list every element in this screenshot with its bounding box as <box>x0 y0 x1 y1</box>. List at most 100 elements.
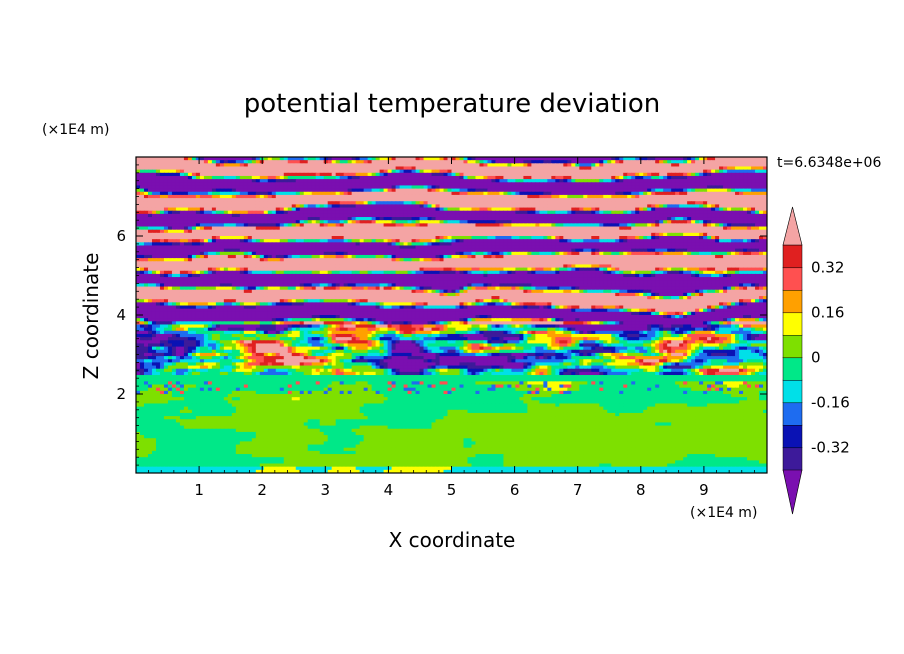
heatmap-cell <box>311 175 317 180</box>
heatmap-cell <box>695 172 700 177</box>
heatmap-cell <box>739 160 744 164</box>
heatmap-cell <box>239 169 245 174</box>
heatmap-cell <box>679 157 684 161</box>
heatmap-cell <box>403 169 409 174</box>
heatmap-cell <box>315 172 321 177</box>
heatmap-cell <box>475 157 481 161</box>
heatmap-cell <box>487 172 493 177</box>
heatmap-cell <box>359 169 365 174</box>
heatmap-cell <box>603 157 608 161</box>
heatmap-cell <box>271 169 277 174</box>
heatmap-cell <box>711 160 716 164</box>
heatmap-cell <box>723 163 728 168</box>
heatmap-cell <box>275 157 281 161</box>
heatmap-cell <box>263 172 269 177</box>
heatmap-cell <box>587 175 592 180</box>
heatmap-cell <box>527 160 532 164</box>
heatmap-cell <box>423 163 429 168</box>
heatmap-cell <box>507 175 512 180</box>
heatmap-cell <box>267 160 273 164</box>
heatmap-cell <box>579 169 584 174</box>
heatmap-cell <box>711 166 716 171</box>
heatmap-cell <box>631 166 636 171</box>
heatmap-cell <box>179 157 185 161</box>
heatmap-cell <box>359 163 365 168</box>
heatmap-cell <box>499 169 505 174</box>
heatmap-cell <box>363 166 369 171</box>
heatmap-cell <box>303 163 309 168</box>
heatmap-cell <box>763 157 767 161</box>
heatmap-cell <box>351 163 357 168</box>
heatmap-cell <box>455 157 461 161</box>
heatmap-cell <box>563 157 568 161</box>
heatmap-cell <box>195 160 201 164</box>
heatmap-cell <box>627 166 632 171</box>
heatmap-cell <box>631 160 636 164</box>
heatmap-cell <box>751 160 756 164</box>
heatmap-cell <box>591 166 596 171</box>
heatmap-cell <box>651 172 656 177</box>
heatmap-cell <box>307 172 313 177</box>
heatmap-cell <box>223 166 229 171</box>
heatmap-cell <box>243 169 249 174</box>
heatmap-cell <box>187 163 193 168</box>
heatmap-cell <box>411 163 417 168</box>
heatmap-cell <box>623 157 628 161</box>
heatmap-cell <box>751 166 756 171</box>
heatmap-cell <box>679 172 684 177</box>
heatmap-cell <box>731 157 736 161</box>
heatmap-cell <box>751 169 756 174</box>
heatmap-cell <box>587 166 592 171</box>
heatmap-cell <box>155 169 161 174</box>
heatmap-cell <box>195 157 201 161</box>
heatmap-cell <box>275 166 281 171</box>
heatmap-cell <box>243 163 249 168</box>
heatmap-cell <box>543 166 548 171</box>
heatmap-cell <box>419 166 425 171</box>
heatmap-cell <box>515 166 520 171</box>
heatmap-cell <box>567 175 572 180</box>
heatmap-cell <box>387 163 393 168</box>
heatmap-cell <box>583 157 588 161</box>
heatmap-cell <box>379 166 385 171</box>
heatmap-cell <box>295 169 301 174</box>
heatmap-cell <box>723 166 728 171</box>
heatmap-cell <box>239 175 245 180</box>
heatmap-cell <box>387 160 393 164</box>
heatmap-cell <box>419 175 425 180</box>
heatmap-cell <box>427 157 433 161</box>
heatmap-cell <box>171 157 177 161</box>
heatmap-cell <box>655 169 660 174</box>
heatmap-cell <box>315 160 321 164</box>
heatmap-cell <box>459 163 465 168</box>
heatmap-cell <box>759 160 764 164</box>
heatmap-cell <box>199 169 205 174</box>
heatmap-cell <box>403 160 409 164</box>
heatmap-cell <box>751 157 756 161</box>
heatmap-cell <box>479 160 485 164</box>
heatmap-cell <box>495 163 501 168</box>
heatmap-cell <box>136 172 141 177</box>
heatmap-cell <box>635 166 640 171</box>
heatmap-cell <box>223 160 229 164</box>
heatmap-cell <box>383 163 389 168</box>
heatmap-cell <box>455 175 461 180</box>
heatmap-cell <box>195 166 201 171</box>
heatmap-cell <box>451 157 457 161</box>
heatmap-cell <box>663 169 668 174</box>
heatmap-cell <box>651 169 656 174</box>
heatmap-cell <box>659 172 664 177</box>
heatmap-cell <box>475 160 481 164</box>
heatmap-cell <box>699 166 704 171</box>
heatmap-cell <box>215 157 221 161</box>
heatmap-cell <box>727 169 732 174</box>
heatmap-cell <box>431 172 437 177</box>
heatmap-cell <box>395 157 401 161</box>
heatmap-cell <box>487 175 493 180</box>
heatmap-cell <box>299 172 305 177</box>
heatmap-cell <box>543 163 548 168</box>
heatmap-cell <box>255 166 261 171</box>
heatmap-cell <box>603 163 608 168</box>
heatmap-cell <box>251 172 257 177</box>
